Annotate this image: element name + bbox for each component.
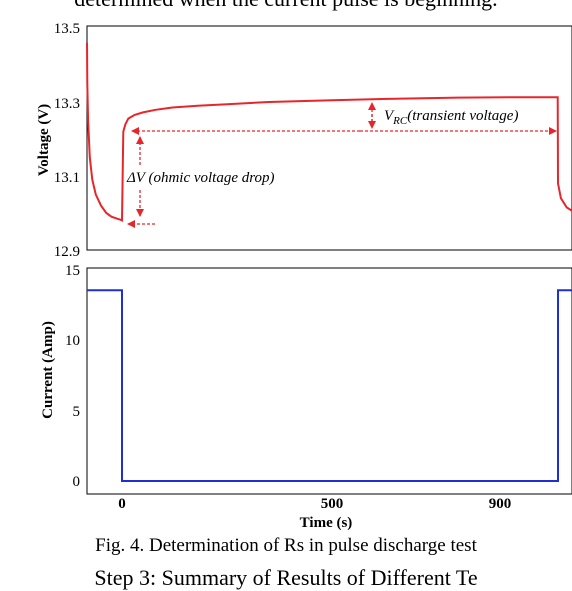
xtick: 0 bbox=[118, 496, 126, 512]
current-plot-frame bbox=[86, 267, 572, 495]
voltage-ylabel: Voltage (V) bbox=[36, 104, 52, 176]
dv-main: ΔV bbox=[126, 170, 147, 186]
vrc-label: VRC(transient voltage) bbox=[384, 108, 518, 127]
voltage-ytick: 13.3 bbox=[54, 96, 80, 112]
current-ytick: 5 bbox=[73, 404, 81, 420]
vrc-text: (transient voltage) bbox=[407, 108, 518, 124]
dv-label: ΔV (ohmic voltage drop) bbox=[126, 170, 275, 186]
current-series-line bbox=[87, 289, 572, 482]
figure-caption: Fig. 4. Determination of Rs in pulse dis… bbox=[95, 535, 477, 556]
current-ylabel: Current (Amp) bbox=[40, 321, 56, 419]
voltage-plot-frame bbox=[86, 25, 572, 251]
footer-text: Step 3: Summary of Results of Different … bbox=[94, 565, 478, 590]
xlabel: Time (s) bbox=[300, 515, 353, 531]
header-text: determined when the current pulse is beg… bbox=[0, 0, 572, 12]
xtick: 900 bbox=[489, 496, 512, 512]
voltage-series-line bbox=[86, 42, 572, 222]
current-ytick: 0 bbox=[73, 474, 81, 490]
xtick: 500 bbox=[321, 496, 344, 512]
dv-text: (ohmic voltage drop) bbox=[145, 170, 275, 186]
voltage-ytick: 13.5 bbox=[54, 21, 80, 37]
current-ytick: 15 bbox=[65, 263, 80, 279]
voltage-ytick: 12.9 bbox=[54, 244, 80, 260]
current-ytick: 10 bbox=[65, 333, 80, 349]
voltage-ytick: 13.1 bbox=[54, 170, 80, 186]
annotation-arrows bbox=[127, 102, 557, 228]
vrc-sub: RC bbox=[392, 115, 408, 127]
vrc-main: V bbox=[384, 108, 395, 124]
